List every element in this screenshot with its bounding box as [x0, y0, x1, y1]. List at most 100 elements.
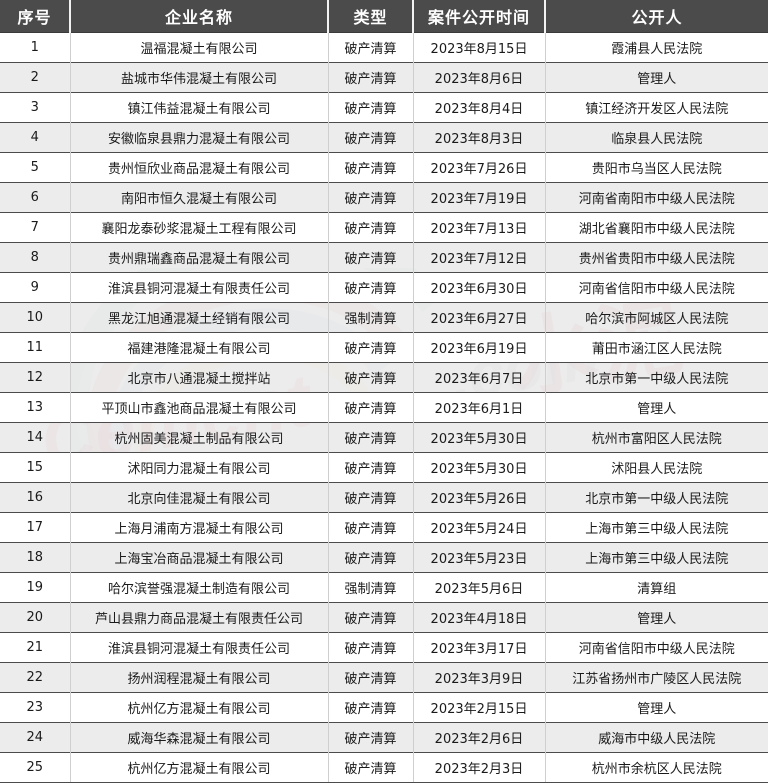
cell-seq: 20	[0, 601, 71, 632]
table-row[interactable]: 19 哈尔滨誉强混凝土制造有限公司 强制清算 2023年5月6日 清算组	[0, 571, 768, 602]
cell-pub: 沭阳县人民法院	[545, 451, 768, 482]
table-row[interactable]: 4 安徽临泉县鼎力混凝土有限公司 破产清算 2023年8月3日 临泉县人民法院	[0, 121, 768, 152]
cell-date: 2023年8月4日	[413, 91, 546, 122]
cell-date: 2023年7月26日	[413, 151, 546, 182]
cell-pub: 江苏省扬州市广陵区人民法院	[545, 661, 768, 692]
cell-name: 哈尔滨誉强混凝土制造有限公司	[70, 571, 329, 602]
cell-seq: 19	[0, 571, 71, 602]
cell-pub: 贵阳市乌当区人民法院	[545, 151, 768, 182]
table-header: 序号 企业名称 类型 案件公开时间 公开人	[0, 0, 768, 33]
cell-name: 杭州亿方混凝土有限公司	[70, 691, 329, 722]
table-row[interactable]: 24 威海华森混凝土有限公司 破产清算 2023年2月6日 威海市中级人民法院	[0, 721, 768, 752]
table-row[interactable]: 21 淮滨县铜河混凝土有限责任公司 破产清算 2023年3月17日 河南省信阳市中级人民…	[0, 631, 768, 662]
cell-pub: 镇江经济开发区人民法院	[545, 91, 768, 122]
table-row[interactable]: 14 杭州固美混凝土制品有限公司 破产清算 2023年5月30日 杭州市富阳区人民法院	[0, 421, 768, 452]
cell-seq: 5	[0, 151, 71, 182]
cell-pub: 管理人	[545, 691, 768, 722]
table-row[interactable]: 22 扬州润程混凝土有限公司 破产清算 2023年3月9日 江苏省扬州市广陵区人民法院	[0, 661, 768, 692]
cell-seq: 15	[0, 451, 71, 482]
cell-date: 2023年5月23日	[413, 541, 546, 572]
table-row[interactable]: 20 芦山县鼎力商品混凝土有限责任公司 破产清算 2023年4月18日 管理人	[0, 601, 768, 632]
cell-seq: 14	[0, 421, 71, 452]
cell-type: 破产清算	[328, 481, 414, 512]
cell-pub: 杭州市富阳区人民法院	[545, 421, 768, 452]
cell-date: 2023年8月3日	[413, 121, 546, 152]
table-row[interactable]: 13 平顶山市鑫池商品混凝土有限公司 破产清算 2023年6月1日 管理人	[0, 391, 768, 422]
table-row[interactable]: 12 北京市八通混凝土搅拌站 破产清算 2023年6月7日 北京市第一中级人民法院	[0, 361, 768, 392]
cell-name: 上海月浦南方混凝土有限公司	[70, 511, 329, 542]
table-row[interactable]: 25 杭州亿方混凝土有限公司 破产清算 2023年2月3日 杭州市余杭区人民法院	[0, 751, 768, 783]
column-header-seq: 序号	[0, 0, 71, 33]
column-header-pub: 公开人	[545, 0, 768, 33]
cell-type: 破产清算	[328, 31, 414, 62]
table-row[interactable]: 23 杭州亿方混凝土有限公司 破产清算 2023年2月15日 管理人	[0, 691, 768, 722]
cell-name: 扬州润程混凝土有限公司	[70, 661, 329, 692]
cell-seq: 22	[0, 661, 71, 692]
cell-name: 襄阳龙泰砂浆混凝土工程有限公司	[70, 211, 329, 242]
table-row[interactable]: 2 盐城市华伟混凝土有限公司 破产清算 2023年8月6日 管理人	[0, 61, 768, 92]
cell-pub: 管理人	[545, 601, 768, 632]
cell-seq: 3	[0, 91, 71, 122]
table-row[interactable]: 7 襄阳龙泰砂浆混凝土工程有限公司 破产清算 2023年7月13日 湖北省襄阳市中级人民…	[0, 211, 768, 242]
cell-date: 2023年8月15日	[413, 31, 546, 62]
cell-type: 破产清算	[328, 181, 414, 212]
cell-seq: 4	[0, 121, 71, 152]
cell-type: 破产清算	[328, 91, 414, 122]
cell-type: 破产清算	[328, 601, 414, 632]
cell-type: 破产清算	[328, 751, 414, 783]
cell-pub: 河南省信阳市中级人民法院	[545, 271, 768, 302]
cell-seq: 12	[0, 361, 71, 392]
cell-pub: 霞浦县人民法院	[545, 31, 768, 62]
table-row[interactable]: 17 上海月浦南方混凝土有限公司 破产清算 2023年5月24日 上海市第三中级人民法院	[0, 511, 768, 542]
table-row[interactable]: 3 镇江伟益混凝土有限公司 破产清算 2023年8月4日 镇江经济开发区人民法院	[0, 91, 768, 122]
cell-date: 2023年5月6日	[413, 571, 546, 602]
cell-date: 2023年5月26日	[413, 481, 546, 512]
cell-type: 破产清算	[328, 61, 414, 92]
cell-name: 安徽临泉县鼎力混凝土有限公司	[70, 121, 329, 152]
cell-name: 芦山县鼎力商品混凝土有限责任公司	[70, 601, 329, 632]
cell-pub: 管理人	[545, 61, 768, 92]
table-row[interactable]: 8 贵州鼎瑞鑫商品混凝土有限公司 破产清算 2023年7月12日 贵州省贵阳市中级人民法…	[0, 241, 768, 272]
cell-pub: 北京市第一中级人民法院	[545, 481, 768, 512]
cell-seq: 16	[0, 481, 71, 512]
cell-type: 强制清算	[328, 571, 414, 602]
cell-date: 2023年5月24日	[413, 511, 546, 542]
cell-pub: 莆田市涵江区人民法院	[545, 331, 768, 362]
cell-type: 强制清算	[328, 301, 414, 332]
table-row[interactable]: 5 贵州恒欣业商品混凝土有限公司 破产清算 2023年7月26日 贵阳市乌当区人民法院	[0, 151, 768, 182]
table-row[interactable]: 15 沭阳同力混凝土有限公司 破产清算 2023年5月30日 沭阳县人民法院	[0, 451, 768, 482]
cell-type: 破产清算	[328, 541, 414, 572]
table-row[interactable]: 6 南阳市恒久混凝土有限公司 破产清算 2023年7月19日 河南省南阳市中级人民法院	[0, 181, 768, 212]
cell-date: 2023年6月1日	[413, 391, 546, 422]
table-row[interactable]: 10 黑龙江旭通混凝土经销有限公司 强制清算 2023年6月27日 哈尔滨市阿城区人民法…	[0, 301, 768, 332]
cell-name: 贵州鼎瑞鑫商品混凝土有限公司	[70, 241, 329, 272]
cell-name: 福建港隆混凝土有限公司	[70, 331, 329, 362]
cell-date: 2023年8月6日	[413, 61, 546, 92]
table-row[interactable]: 1 温福混凝土有限公司 破产清算 2023年8月15日 霞浦县人民法院	[0, 31, 768, 62]
cell-date: 2023年6月19日	[413, 331, 546, 362]
cell-pub: 上海市第三中级人民法院	[545, 541, 768, 572]
cell-type: 破产清算	[328, 691, 414, 722]
cell-seq: 17	[0, 511, 71, 542]
cell-seq: 21	[0, 631, 71, 662]
cell-pub: 临泉县人民法院	[545, 121, 768, 152]
table-header-row: 序号 企业名称 类型 案件公开时间 公开人	[0, 0, 768, 33]
cell-date: 2023年2月15日	[413, 691, 546, 722]
cell-pub: 河南省信阳市中级人民法院	[545, 631, 768, 662]
cell-name: 威海华森混凝土有限公司	[70, 721, 329, 752]
cell-name: 镇江伟益混凝土有限公司	[70, 91, 329, 122]
cell-type: 破产清算	[328, 331, 414, 362]
cell-name: 盐城市华伟混凝土有限公司	[70, 61, 329, 92]
table-row[interactable]: 18 上海宝冶商品混凝土有限公司 破产清算 2023年5月23日 上海市第三中级人民法院	[0, 541, 768, 572]
cell-date: 2023年7月12日	[413, 241, 546, 272]
cell-pub: 威海市中级人民法院	[545, 721, 768, 752]
cell-date: 2023年7月19日	[413, 181, 546, 212]
cell-date: 2023年4月18日	[413, 601, 546, 632]
table-row[interactable]: 11 福建港隆混凝土有限公司 破产清算 2023年6月19日 莆田市涵江区人民法院	[0, 331, 768, 362]
cell-seq: 10	[0, 301, 71, 332]
table-row[interactable]: 9 淮滨县铜河混凝土有限责任公司 破产清算 2023年6月30日 河南省信阳市中级人民法…	[0, 271, 768, 302]
table-row[interactable]: 16 北京向佳混凝土有限公司 破产清算 2023年5月26日 北京市第一中级人民法院	[0, 481, 768, 512]
cell-pub: 贵州省贵阳市中级人民法院	[545, 241, 768, 272]
cell-date: 2023年3月17日	[413, 631, 546, 662]
